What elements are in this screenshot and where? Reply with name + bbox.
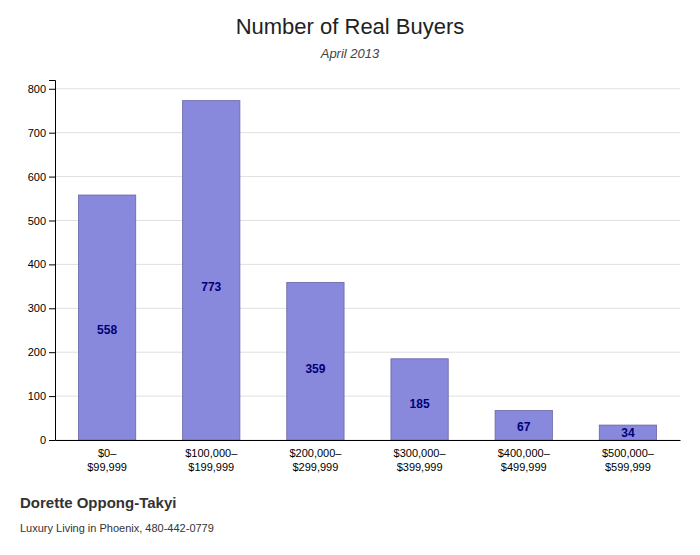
tick-label-line: $499,999 bbox=[501, 461, 547, 473]
bar bbox=[183, 101, 240, 440]
grid-line bbox=[55, 396, 680, 397]
grid bbox=[55, 89, 680, 440]
tick: $500,000– $599,999 bbox=[602, 447, 655, 473]
axis-line bbox=[56, 440, 681, 441]
grid-line bbox=[55, 352, 680, 353]
data-labels: 558 773 359 185 67 34 bbox=[97, 280, 635, 440]
bar bbox=[495, 411, 552, 440]
grid-line bbox=[55, 220, 680, 221]
tick-label: 100 bbox=[28, 390, 46, 402]
tick-mark bbox=[49, 177, 55, 178]
tick: 800 bbox=[28, 83, 55, 95]
grid-line bbox=[55, 132, 680, 133]
tick-label: $500,000– $599,999 bbox=[602, 447, 655, 473]
tick-label: 200 bbox=[28, 346, 46, 358]
tick-mark bbox=[49, 352, 55, 353]
tick: $300,000– $399,999 bbox=[394, 447, 447, 473]
tick-label: 300 bbox=[28, 302, 46, 314]
tick: 0 bbox=[40, 434, 55, 446]
tick-label: $200,000– $299,999 bbox=[289, 447, 342, 473]
tick: $400,000– $499,999 bbox=[498, 447, 551, 473]
data-label: 67 bbox=[517, 420, 531, 434]
bar bbox=[78, 195, 135, 440]
tick-mark bbox=[49, 133, 55, 134]
data-label: 359 bbox=[305, 362, 325, 376]
tick-mark bbox=[49, 264, 55, 265]
tick: $100,000– $199,999 bbox=[185, 447, 238, 473]
bars bbox=[78, 101, 656, 440]
tick-label-line: $200,000– bbox=[289, 447, 342, 459]
grid-line bbox=[55, 176, 680, 177]
bar bbox=[287, 282, 344, 440]
axis-line bbox=[49, 81, 56, 441]
tick-label-line: $500,000– bbox=[602, 447, 655, 459]
tick-label: $400,000– $499,999 bbox=[498, 447, 551, 473]
annotations: Dorette Oppong-Takyi Luxury Living in Pho… bbox=[20, 494, 214, 534]
tick-label: 500 bbox=[28, 215, 46, 227]
tick-label-line: $0– bbox=[98, 447, 117, 459]
tick-label-line: $599,999 bbox=[605, 461, 651, 473]
tick-mark bbox=[49, 308, 55, 309]
tick-mark bbox=[49, 89, 55, 90]
tick-label-line: $399,999 bbox=[397, 461, 443, 473]
grid-line bbox=[55, 440, 680, 441]
data-label: 773 bbox=[201, 280, 221, 294]
x-axis: $0– $99,999 $100,000– $199,999 $200,000– $299… bbox=[56, 441, 681, 473]
tick-mark bbox=[49, 440, 55, 441]
title: Number of Real Buyers bbox=[236, 14, 465, 39]
chart: Number of Real Buyers April 2013 0 100 200 30… bbox=[0, 0, 700, 555]
tick: 600 bbox=[28, 171, 55, 183]
subtitle: April 2013 bbox=[320, 46, 380, 61]
tick-label: 700 bbox=[28, 127, 46, 139]
grid-line bbox=[55, 88, 680, 89]
tick-label: $300,000– $399,999 bbox=[394, 447, 447, 473]
annotation: Dorette Oppong-Takyi bbox=[20, 494, 176, 511]
tick-label-line: $300,000– bbox=[394, 447, 447, 459]
grid-line bbox=[55, 264, 680, 265]
bar bbox=[599, 425, 656, 440]
tick: $200,000– $299,999 bbox=[289, 447, 342, 473]
tick: 300 bbox=[28, 302, 55, 314]
data-label: 558 bbox=[97, 323, 117, 337]
tick-label-line: $100,000– bbox=[185, 447, 238, 459]
annotation: Luxury Living in Phoenix, 480-442-0779 bbox=[20, 522, 214, 534]
grid-line bbox=[55, 308, 680, 309]
tick-label: 600 bbox=[28, 171, 46, 183]
tick: 100 bbox=[28, 390, 55, 402]
tick: 400 bbox=[28, 258, 55, 270]
data-label: 185 bbox=[410, 397, 430, 411]
tick-label-line: $99,999 bbox=[87, 461, 127, 473]
tick-label: 800 bbox=[28, 83, 46, 95]
bar bbox=[391, 359, 448, 440]
y-axis: 0 100 200 300 400 500 600 700 800 bbox=[28, 81, 56, 447]
tick-label-line: $199,999 bbox=[188, 461, 234, 473]
tick: 700 bbox=[28, 127, 55, 139]
tick: $0– $99,999 bbox=[87, 447, 127, 473]
tick-label: 400 bbox=[28, 258, 46, 270]
tick: 500 bbox=[28, 215, 55, 227]
data-label: 34 bbox=[621, 426, 635, 440]
tick-mark bbox=[49, 396, 55, 397]
tick-label-line: $299,999 bbox=[292, 461, 338, 473]
tick-mark bbox=[49, 220, 55, 221]
tick-label: $100,000– $199,999 bbox=[185, 447, 238, 473]
tick-label-line: $400,000– bbox=[498, 447, 551, 459]
tick: 200 bbox=[28, 346, 55, 358]
tick-label: $0– $99,999 bbox=[87, 447, 127, 473]
tick-label: 0 bbox=[40, 434, 46, 446]
